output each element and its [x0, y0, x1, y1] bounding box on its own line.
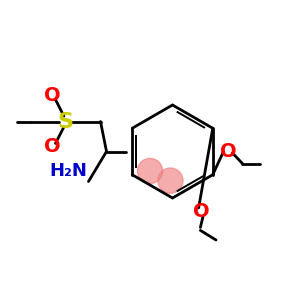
Text: O: O — [44, 137, 61, 157]
Text: O: O — [193, 202, 210, 221]
Text: O: O — [220, 142, 236, 161]
Text: O: O — [44, 86, 61, 106]
Circle shape — [137, 158, 163, 184]
Circle shape — [158, 168, 183, 193]
Text: S: S — [57, 112, 74, 131]
Text: H₂N: H₂N — [49, 162, 87, 180]
